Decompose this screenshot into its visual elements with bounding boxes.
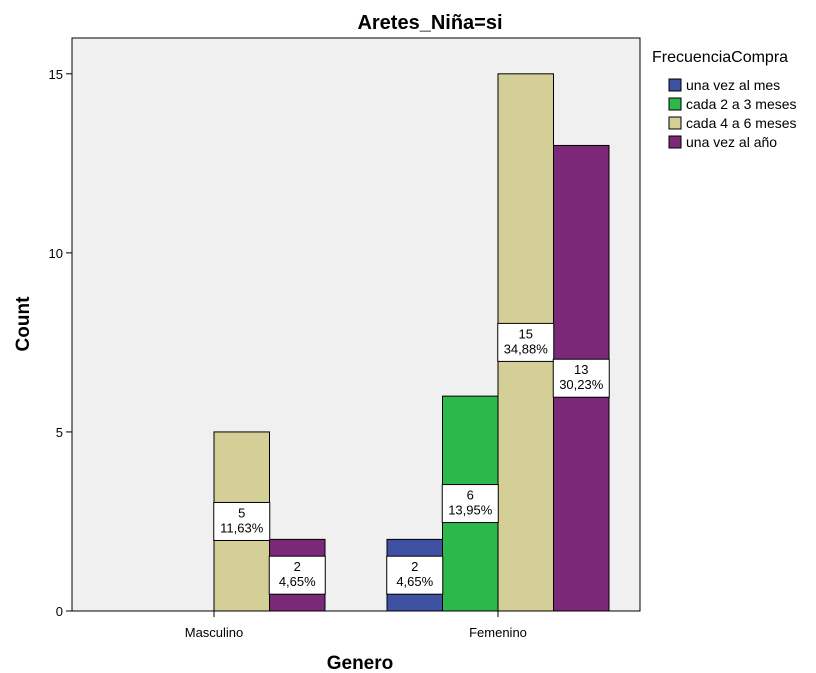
data-label: 13,95% [448, 503, 493, 518]
data-label: 2 [294, 559, 301, 574]
x-axis-title: Genero [327, 653, 394, 673]
data-label: 11,63% [220, 520, 264, 535]
legend-swatch [668, 97, 682, 111]
y-tick-label: 10 [49, 246, 63, 261]
legend-swatch [668, 135, 682, 149]
y-tick-label: 5 [56, 425, 63, 440]
legend-item-label: una vez al año [686, 134, 777, 150]
data-label: 2 [411, 559, 418, 574]
data-label-box [386, 555, 444, 595]
legend-item-label: cada 4 a 6 meses [686, 115, 797, 131]
y-tick-label: 15 [49, 67, 63, 82]
data-labels-group: 511,63%24,65%24,65%613,95%1534,88%1330,2… [213, 322, 610, 595]
legend-title: FrecuenciaCompra [652, 49, 788, 66]
x-tick-label: Masculino [185, 625, 244, 640]
data-label-box [497, 322, 555, 362]
legend-item-label: cada 2 a 3 meses [686, 96, 797, 112]
data-label: 30,23% [559, 377, 604, 392]
data-label: 13 [574, 362, 588, 377]
y-axis: 0 5 10 15 [49, 67, 72, 619]
legend: FrecuenciaCompra una vez al mes cada 2 a … [652, 49, 797, 150]
data-label-box [552, 358, 610, 398]
data-label-box [213, 501, 271, 541]
legend-item-label: una vez al mes [686, 77, 780, 93]
data-label: 6 [467, 488, 474, 503]
data-label: 5 [238, 505, 245, 520]
data-label: 4,65% [279, 574, 316, 589]
data-label-box [441, 484, 499, 524]
legend-swatch [668, 116, 682, 130]
data-label: 34,88% [504, 341, 549, 356]
y-tick-label: 0 [56, 604, 63, 619]
x-tick-label: Femenino [469, 625, 527, 640]
y-axis-title: Count [13, 296, 34, 352]
chart-title: Aretes_Niña=si [357, 12, 502, 34]
data-label-box [268, 555, 326, 595]
data-label: 15 [519, 326, 533, 341]
legend-swatch [668, 78, 682, 92]
x-axis: Masculino Femenino [185, 611, 527, 640]
data-label: 4,65% [396, 574, 433, 589]
